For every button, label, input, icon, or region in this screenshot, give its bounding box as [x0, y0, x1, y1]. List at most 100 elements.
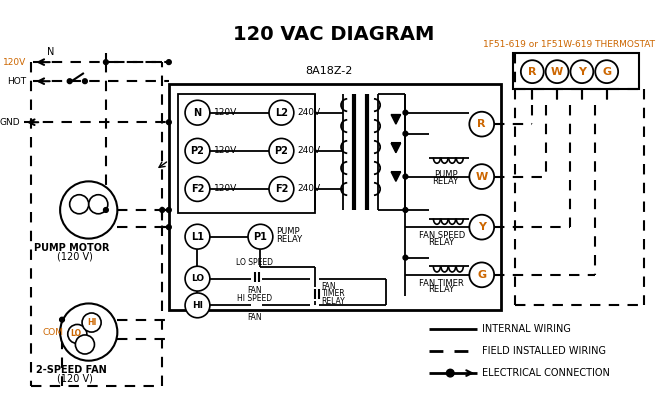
Text: F2: F2	[275, 184, 288, 194]
Text: 240V: 240V	[297, 146, 321, 155]
Circle shape	[82, 79, 87, 83]
Circle shape	[185, 100, 210, 125]
Text: HOT: HOT	[7, 77, 25, 86]
Circle shape	[70, 195, 88, 214]
Circle shape	[469, 262, 494, 287]
Circle shape	[469, 215, 494, 240]
Text: F2: F2	[191, 184, 204, 194]
Circle shape	[160, 207, 165, 212]
Text: TIMER: TIMER	[322, 290, 345, 298]
Text: Y: Y	[578, 67, 586, 77]
Circle shape	[166, 225, 172, 230]
Circle shape	[269, 176, 294, 202]
Text: FAN: FAN	[322, 282, 336, 291]
Polygon shape	[391, 143, 401, 153]
Circle shape	[185, 266, 210, 291]
Bar	[178, 93, 315, 213]
Circle shape	[76, 335, 94, 354]
Circle shape	[166, 207, 172, 212]
Circle shape	[185, 224, 210, 249]
Text: R: R	[528, 67, 537, 77]
Text: 120V: 120V	[214, 108, 237, 117]
Circle shape	[269, 138, 294, 163]
Circle shape	[403, 207, 408, 212]
Circle shape	[595, 60, 618, 83]
Circle shape	[248, 224, 273, 249]
Text: (120 V): (120 V)	[58, 252, 93, 262]
Circle shape	[82, 313, 101, 332]
Text: GND: GND	[0, 118, 20, 127]
Circle shape	[60, 303, 117, 361]
Text: 120 VAC DIAGRAM: 120 VAC DIAGRAM	[233, 25, 435, 44]
Text: 240V: 240V	[297, 108, 321, 117]
Text: R: R	[478, 119, 486, 129]
Circle shape	[185, 138, 210, 163]
Text: P2: P2	[275, 146, 288, 156]
Text: P1: P1	[253, 232, 267, 242]
Circle shape	[403, 255, 408, 260]
Text: 120V: 120V	[3, 58, 25, 67]
Text: FAN: FAN	[247, 313, 262, 322]
Text: L2: L2	[275, 108, 288, 118]
Circle shape	[403, 131, 408, 136]
Text: P2: P2	[190, 146, 204, 156]
Text: RELAY: RELAY	[429, 285, 455, 294]
Text: L1: L1	[191, 232, 204, 242]
Circle shape	[446, 369, 454, 377]
Text: FIELD INSTALLED WIRING: FIELD INSTALLED WIRING	[482, 346, 606, 356]
Circle shape	[185, 176, 210, 202]
Text: Y: Y	[478, 222, 486, 232]
Circle shape	[403, 174, 408, 179]
Text: LO: LO	[70, 329, 81, 339]
Text: LO SPEED: LO SPEED	[237, 258, 273, 267]
Text: LO: LO	[191, 274, 204, 283]
Circle shape	[67, 79, 72, 83]
Circle shape	[185, 293, 210, 318]
Text: RELAY: RELAY	[429, 238, 455, 247]
Text: RELAY: RELAY	[275, 235, 302, 244]
Text: 1F51-619 or 1F51W-619 THERMOSTAT: 1F51-619 or 1F51W-619 THERMOSTAT	[484, 39, 655, 49]
Text: HI SPEED: HI SPEED	[237, 293, 272, 303]
Text: RELAY: RELAY	[432, 176, 458, 186]
Polygon shape	[391, 172, 401, 181]
Circle shape	[104, 207, 109, 212]
Circle shape	[469, 164, 494, 189]
Polygon shape	[391, 114, 401, 124]
Circle shape	[469, 112, 494, 137]
Text: 120V: 120V	[214, 146, 237, 155]
Text: FAN SPEED: FAN SPEED	[419, 231, 465, 240]
Text: FAN TIMER: FAN TIMER	[419, 279, 464, 288]
Circle shape	[570, 60, 594, 83]
Text: N: N	[47, 47, 54, 57]
Circle shape	[60, 317, 64, 322]
Text: (120 V): (120 V)	[58, 373, 93, 383]
Text: W: W	[476, 172, 488, 181]
Text: 8A18Z-2: 8A18Z-2	[306, 67, 353, 76]
Text: W: W	[551, 67, 563, 77]
Text: 240V: 240V	[297, 184, 321, 194]
Circle shape	[166, 60, 172, 65]
Text: G: G	[477, 270, 486, 280]
Bar	[513, 53, 639, 89]
Bar	[169, 84, 500, 310]
Text: HI: HI	[87, 318, 96, 327]
Circle shape	[545, 60, 569, 83]
Text: N: N	[194, 108, 202, 118]
Circle shape	[166, 120, 172, 124]
Text: PUMP: PUMP	[275, 228, 299, 236]
Text: HI: HI	[192, 301, 203, 310]
Text: COM: COM	[43, 328, 64, 336]
Circle shape	[88, 195, 108, 214]
Text: INTERNAL WIRING: INTERNAL WIRING	[482, 324, 571, 334]
Circle shape	[403, 110, 408, 115]
Circle shape	[104, 60, 109, 65]
Text: 2-SPEED FAN: 2-SPEED FAN	[36, 365, 107, 375]
Circle shape	[269, 100, 294, 125]
Circle shape	[521, 60, 544, 83]
Circle shape	[68, 324, 87, 344]
Text: PUMP MOTOR: PUMP MOTOR	[34, 243, 109, 253]
Text: PUMP: PUMP	[433, 170, 458, 179]
Text: 120V: 120V	[214, 184, 237, 194]
Text: FAN: FAN	[247, 286, 262, 295]
Text: RELAY: RELAY	[322, 297, 345, 306]
